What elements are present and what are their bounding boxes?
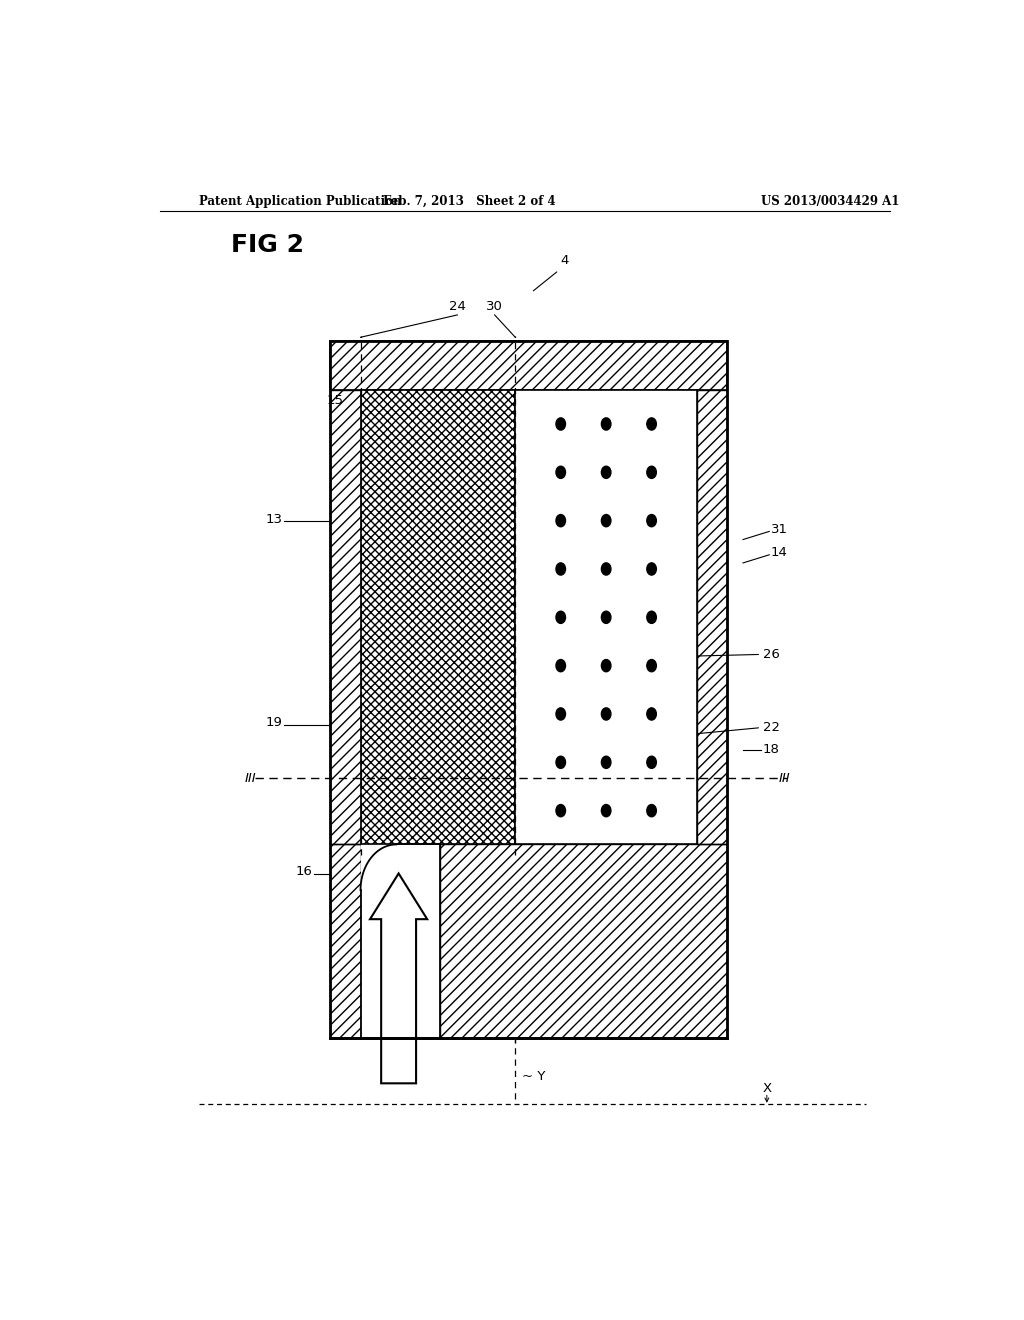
Circle shape bbox=[556, 466, 565, 478]
Text: ~ Y: ~ Y bbox=[521, 1069, 545, 1082]
Text: III: III bbox=[778, 772, 791, 785]
Circle shape bbox=[647, 562, 656, 576]
Circle shape bbox=[601, 804, 611, 817]
Circle shape bbox=[556, 660, 565, 672]
Bar bbox=[331, 342, 727, 391]
Text: 4: 4 bbox=[560, 255, 569, 267]
Text: 15: 15 bbox=[327, 393, 344, 407]
Circle shape bbox=[601, 756, 611, 768]
Text: 18: 18 bbox=[763, 743, 779, 756]
Circle shape bbox=[601, 660, 611, 672]
Circle shape bbox=[556, 708, 565, 721]
Circle shape bbox=[556, 562, 565, 576]
Circle shape bbox=[601, 466, 611, 478]
Bar bbox=[331, 845, 360, 1038]
Circle shape bbox=[647, 515, 656, 527]
Circle shape bbox=[601, 562, 611, 576]
Text: 17: 17 bbox=[408, 1012, 424, 1026]
Text: 22: 22 bbox=[763, 721, 780, 734]
Circle shape bbox=[647, 660, 656, 672]
Text: 30: 30 bbox=[486, 300, 503, 313]
Polygon shape bbox=[370, 874, 427, 1084]
Text: III: III bbox=[245, 772, 257, 785]
Bar bbox=[331, 342, 727, 1038]
Circle shape bbox=[647, 466, 656, 478]
Circle shape bbox=[556, 611, 565, 623]
Circle shape bbox=[556, 756, 565, 768]
Bar bbox=[697, 391, 727, 845]
Text: 24: 24 bbox=[449, 300, 466, 313]
Circle shape bbox=[647, 708, 656, 721]
Text: 31: 31 bbox=[771, 523, 787, 536]
Bar bbox=[331, 391, 360, 845]
Text: 19: 19 bbox=[266, 715, 283, 729]
Text: 25: 25 bbox=[370, 546, 387, 560]
Text: 20: 20 bbox=[361, 624, 379, 638]
Circle shape bbox=[647, 756, 656, 768]
Bar bbox=[697, 391, 727, 845]
Bar bbox=[331, 342, 727, 391]
Bar bbox=[515, 391, 697, 845]
Circle shape bbox=[647, 804, 656, 817]
Circle shape bbox=[556, 418, 565, 430]
Text: US 2013/0034429 A1: US 2013/0034429 A1 bbox=[761, 194, 899, 207]
Text: 23: 23 bbox=[361, 706, 379, 719]
Text: 10: 10 bbox=[442, 779, 459, 792]
Text: Feb. 7, 2013   Sheet 2 of 4: Feb. 7, 2013 Sheet 2 of 4 bbox=[383, 194, 556, 207]
Circle shape bbox=[647, 418, 656, 430]
Text: 13: 13 bbox=[266, 512, 283, 525]
Text: 16: 16 bbox=[295, 866, 312, 878]
Circle shape bbox=[601, 418, 611, 430]
Bar bbox=[440, 845, 727, 1038]
Circle shape bbox=[556, 804, 565, 817]
Circle shape bbox=[556, 515, 565, 527]
Circle shape bbox=[601, 515, 611, 527]
Text: 14: 14 bbox=[771, 546, 787, 560]
Circle shape bbox=[601, 611, 611, 623]
Bar bbox=[331, 391, 360, 845]
Text: 21: 21 bbox=[563, 528, 580, 541]
Text: X: X bbox=[763, 1082, 772, 1094]
Text: Patent Application Publication: Patent Application Publication bbox=[200, 194, 402, 207]
Circle shape bbox=[647, 611, 656, 623]
Bar bbox=[440, 845, 727, 1038]
Text: 26: 26 bbox=[763, 648, 779, 661]
Bar bbox=[360, 391, 515, 845]
Bar bbox=[331, 845, 360, 1038]
Circle shape bbox=[601, 708, 611, 721]
Text: FIG 2: FIG 2 bbox=[231, 232, 304, 257]
Bar bbox=[360, 845, 440, 1038]
